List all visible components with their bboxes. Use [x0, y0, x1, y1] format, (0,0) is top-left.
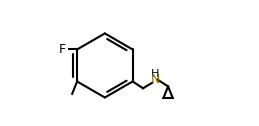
Text: F: F — [58, 43, 66, 56]
Text: H: H — [151, 69, 159, 79]
Text: N: N — [150, 73, 160, 86]
